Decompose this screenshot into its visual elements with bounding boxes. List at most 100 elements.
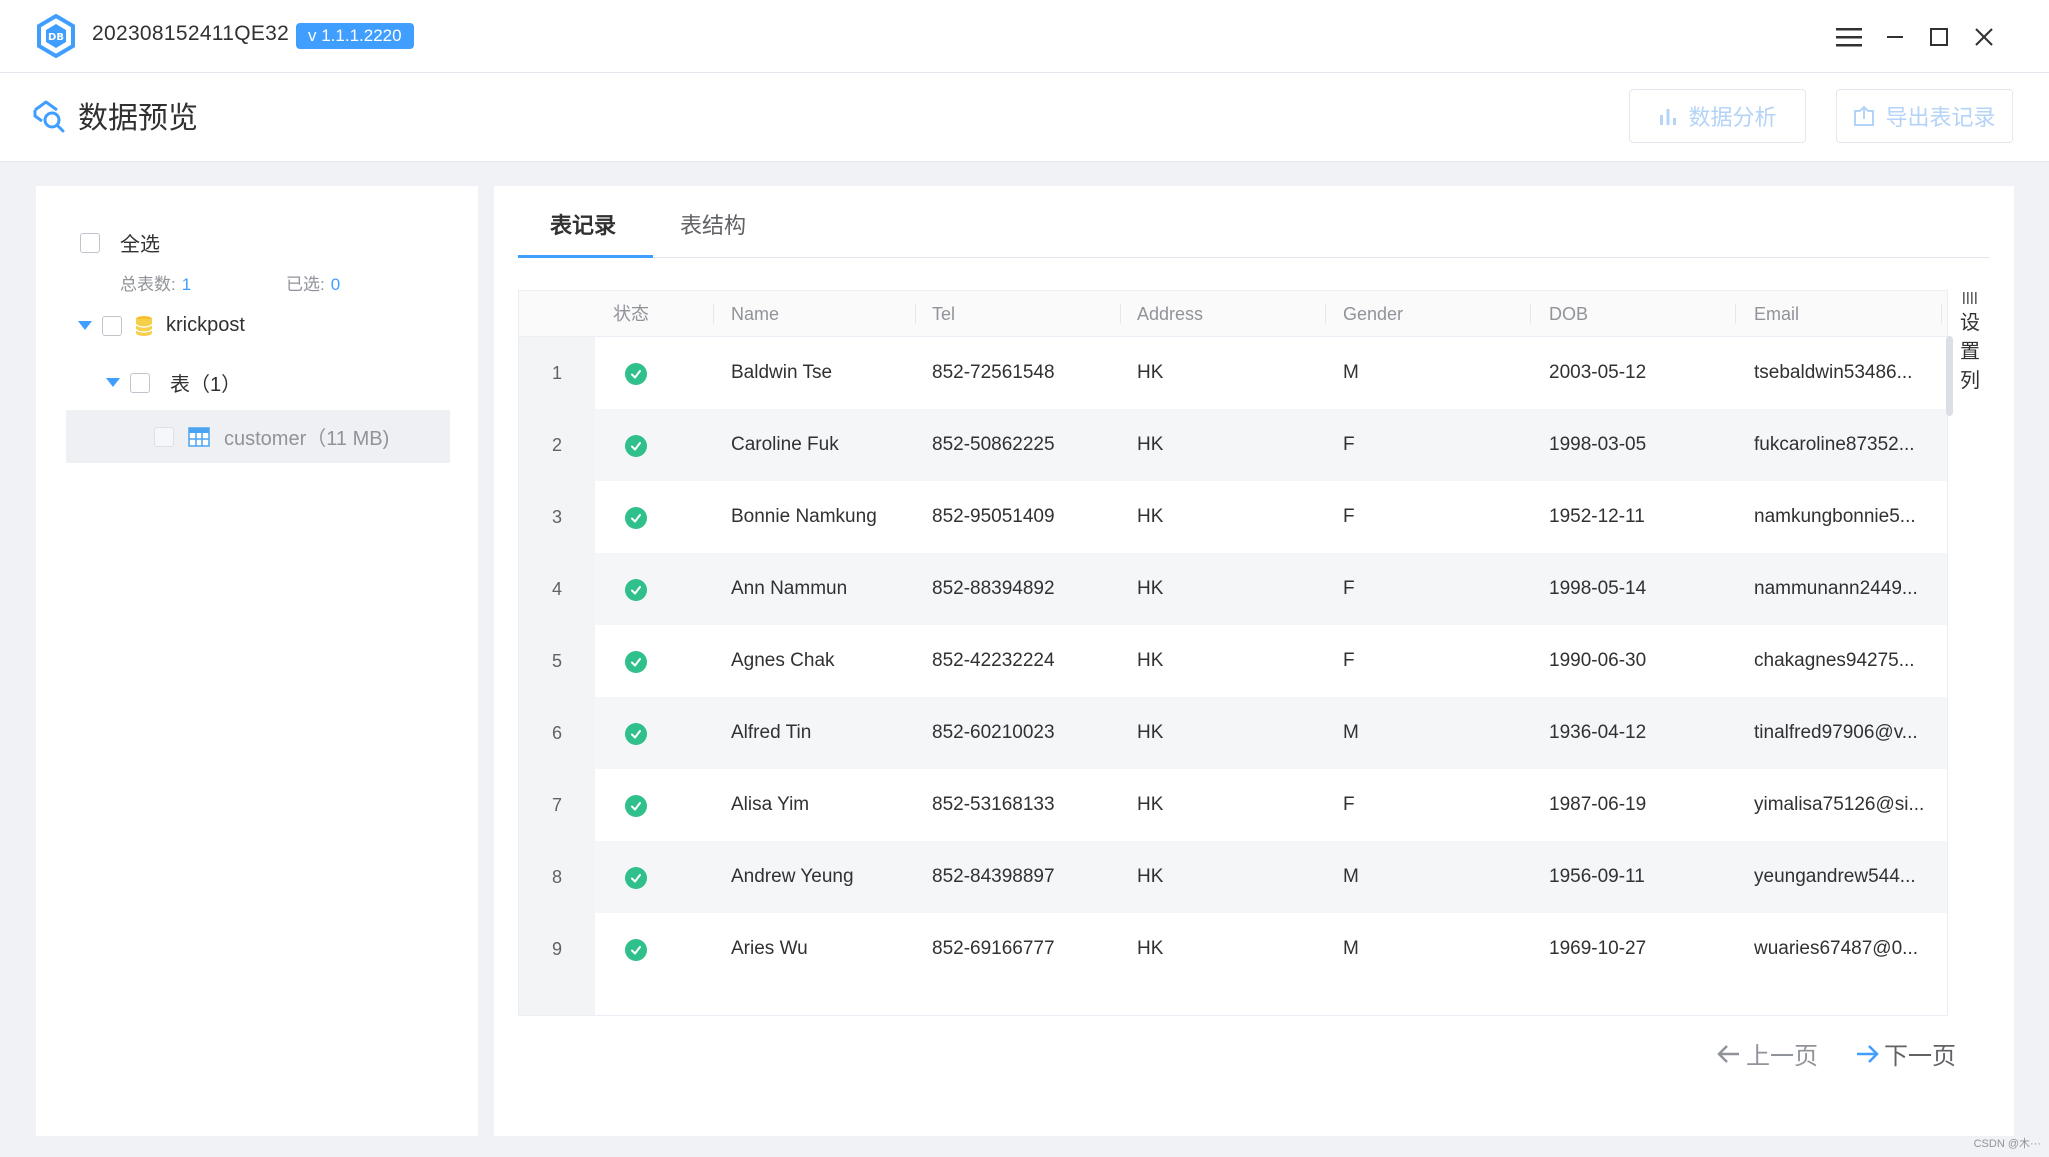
- row-number: 4: [519, 553, 595, 625]
- maximize-button[interactable]: [1922, 20, 1956, 54]
- table-row[interactable]: 9 Aries Wu 852-69166777 HK M 1969-10-27 wuarie…: [519, 913, 1947, 985]
- table-scrollbar-thumb[interactable]: [1946, 336, 1953, 416]
- caret-down-icon[interactable]: [106, 378, 120, 387]
- cell-tel: 852-95051409: [932, 506, 1055, 527]
- status-check-icon: [625, 363, 647, 385]
- column-divider[interactable]: [1735, 304, 1736, 324]
- cell-email: yimalisa75126@si...: [1754, 794, 1925, 815]
- column-divider[interactable]: [713, 304, 714, 324]
- column-header-tel[interactable]: Tel: [932, 304, 956, 324]
- arrow-right-icon: [1857, 1044, 1879, 1063]
- column-header-status[interactable]: 状态: [613, 304, 649, 324]
- tab-table-structure[interactable]: 表结构: [680, 213, 747, 238]
- column-divider[interactable]: [915, 304, 916, 324]
- column-divider[interactable]: [1120, 304, 1121, 324]
- table-row[interactable]: 6 Alfred Tin 852-60210023 HK M 1936-04-12 tina…: [519, 697, 1947, 769]
- column-settings-button[interactable]: 设 置 列: [1954, 290, 1986, 440]
- selected-count-value: 0: [330, 275, 341, 294]
- row-cells: [595, 985, 1947, 1015]
- select-all-checkbox[interactable]: [80, 232, 100, 253]
- table-row[interactable]: 7 Alisa Yim 852-53168133 HK F 1987-06-19 yimal…: [519, 769, 1947, 841]
- cell-name: Bonnie Namkung: [731, 506, 877, 527]
- database-checkbox[interactable]: [102, 315, 122, 336]
- cell-name: Alfred Tin: [731, 722, 812, 743]
- tab-bar: 表记录 表结构: [518, 186, 1990, 258]
- table-row[interactable]: 8 Andrew Yeung 852-84398897 HK M 1956-09-11 ye…: [519, 841, 1947, 913]
- cell-dob: 1998-05-14: [1549, 578, 1647, 599]
- row-cells: Alisa Yim 852-53168133 HK F 1987-06-19 yimali…: [595, 769, 1947, 841]
- data-analysis-button[interactable]: 数据分析: [1629, 89, 1806, 143]
- active-tab-indicator: [518, 255, 653, 258]
- row-cells: Alfred Tin 852-60210023 HK M 1936-04-12 tinal…: [595, 697, 1947, 769]
- table-counts: 总表数: 1 已选: 0: [120, 270, 340, 295]
- export-records-button[interactable]: 导出表记录: [1836, 89, 2013, 143]
- cell-dob: 1990-06-30: [1549, 650, 1647, 671]
- watermark: CSDN @木···: [1973, 1138, 2041, 1150]
- column-header-address[interactable]: Address: [1137, 304, 1204, 324]
- column-header-gender[interactable]: Gender: [1343, 304, 1404, 324]
- tab-table-records[interactable]: 表记录: [550, 213, 617, 238]
- minimize-icon: [1887, 36, 1903, 38]
- next-page-button[interactable]: 下一页: [1854, 1036, 1956, 1071]
- close-button[interactable]: [1967, 20, 2001, 54]
- version-badge: v 1.1.1.2220: [296, 23, 414, 49]
- table-row[interactable]: 1 Baldwin Tse 852-72561548 HK M 2003-05-12 tse…: [519, 337, 1947, 409]
- tree-node-table-customer[interactable]: customer（11 MB): [66, 410, 450, 463]
- cell-tel: 852-53168133: [932, 794, 1055, 815]
- select-all[interactable]: 全选: [80, 228, 160, 257]
- column-header-email[interactable]: Email: [1754, 304, 1800, 324]
- column-divider[interactable]: [1941, 304, 1942, 324]
- cell-name: Aries Wu: [731, 938, 808, 959]
- tree-node-database[interactable]: krickpost: [78, 314, 245, 337]
- cell-email: wuaries67487@0...: [1754, 938, 1918, 959]
- cell-name: Caroline Fuk: [731, 434, 839, 455]
- cell-name: Baldwin Tse: [731, 362, 833, 383]
- cell-tel: 852-84398897: [932, 866, 1055, 887]
- prev-page-button[interactable]: 上一页: [1716, 1036, 1818, 1071]
- row-number: 2: [519, 409, 595, 481]
- column-settings-char: 置: [1960, 341, 1980, 363]
- column-header-dob[interactable]: DOB: [1549, 304, 1589, 324]
- status-check-icon: [625, 723, 647, 745]
- minimize-button[interactable]: [1878, 20, 1912, 54]
- column-header-name[interactable]: Name: [731, 304, 780, 324]
- status-check-icon: [625, 651, 647, 673]
- row-number: 5: [519, 625, 595, 697]
- data-analysis-label: 数据分析: [1688, 105, 1777, 130]
- row-number: 6: [519, 697, 595, 769]
- table-row-partial[interactable]: [519, 985, 1947, 1015]
- cell-tel: 852-50862225: [932, 434, 1055, 455]
- caret-down-icon[interactable]: [78, 321, 92, 330]
- selected-count: 已选: 0: [286, 270, 340, 295]
- cell-address: HK: [1137, 578, 1164, 599]
- column-divider[interactable]: [1530, 304, 1531, 324]
- cell-gender: F: [1343, 434, 1355, 455]
- tables-group-checkbox[interactable]: [130, 372, 150, 393]
- title-bar: DB 202308152411QE32 v 1.1.1.2220: [0, 0, 2049, 73]
- row-cells: Andrew Yeung 852-84398897 HK M 1956-09-11 yeu…: [595, 841, 1947, 913]
- window-title: 202308152411QE32: [92, 22, 290, 45]
- export-records-label: 导出表记录: [1885, 105, 1996, 130]
- table-header: 状态 Name Tel Address Gender DOB Email: [519, 291, 1947, 337]
- column-divider[interactable]: [1325, 304, 1326, 324]
- table-row[interactable]: 5 Agnes Chak 852-42232224 HK F 1990-06-30 chak…: [519, 625, 1947, 697]
- maximize-icon: [1930, 28, 1948, 46]
- close-icon: [1975, 28, 1993, 46]
- status-check-icon: [625, 507, 647, 529]
- cell-gender: F: [1343, 650, 1355, 671]
- tree-node-tables-group[interactable]: 表（1）: [106, 368, 241, 397]
- cell-email: tsebaldwin53486...: [1754, 362, 1913, 383]
- cell-tel: 852-60210023: [932, 722, 1055, 743]
- cell-tel: 852-69166777: [932, 938, 1055, 959]
- total-count: 总表数: 1: [120, 270, 191, 295]
- table-row[interactable]: 2 Caroline Fuk 852-50862225 HK F 1998-03-05 fu…: [519, 409, 1947, 481]
- row-number: 9: [519, 913, 595, 985]
- cell-name: Andrew Yeung: [731, 866, 854, 887]
- cell-dob: 1936-04-12: [1549, 722, 1647, 743]
- table-row[interactable]: 4 Ann Nammun 852-88394892 HK F 1998-05-14 namm…: [519, 553, 1947, 625]
- table-row[interactable]: 3 Bonnie Namkung 852-95051409 HK F 1952-12-11…: [519, 481, 1947, 553]
- table-checkbox[interactable]: [154, 426, 174, 447]
- columns-icon: [1963, 292, 1977, 304]
- page-title: 数据预览: [78, 102, 198, 135]
- menu-button[interactable]: [1832, 20, 1866, 54]
